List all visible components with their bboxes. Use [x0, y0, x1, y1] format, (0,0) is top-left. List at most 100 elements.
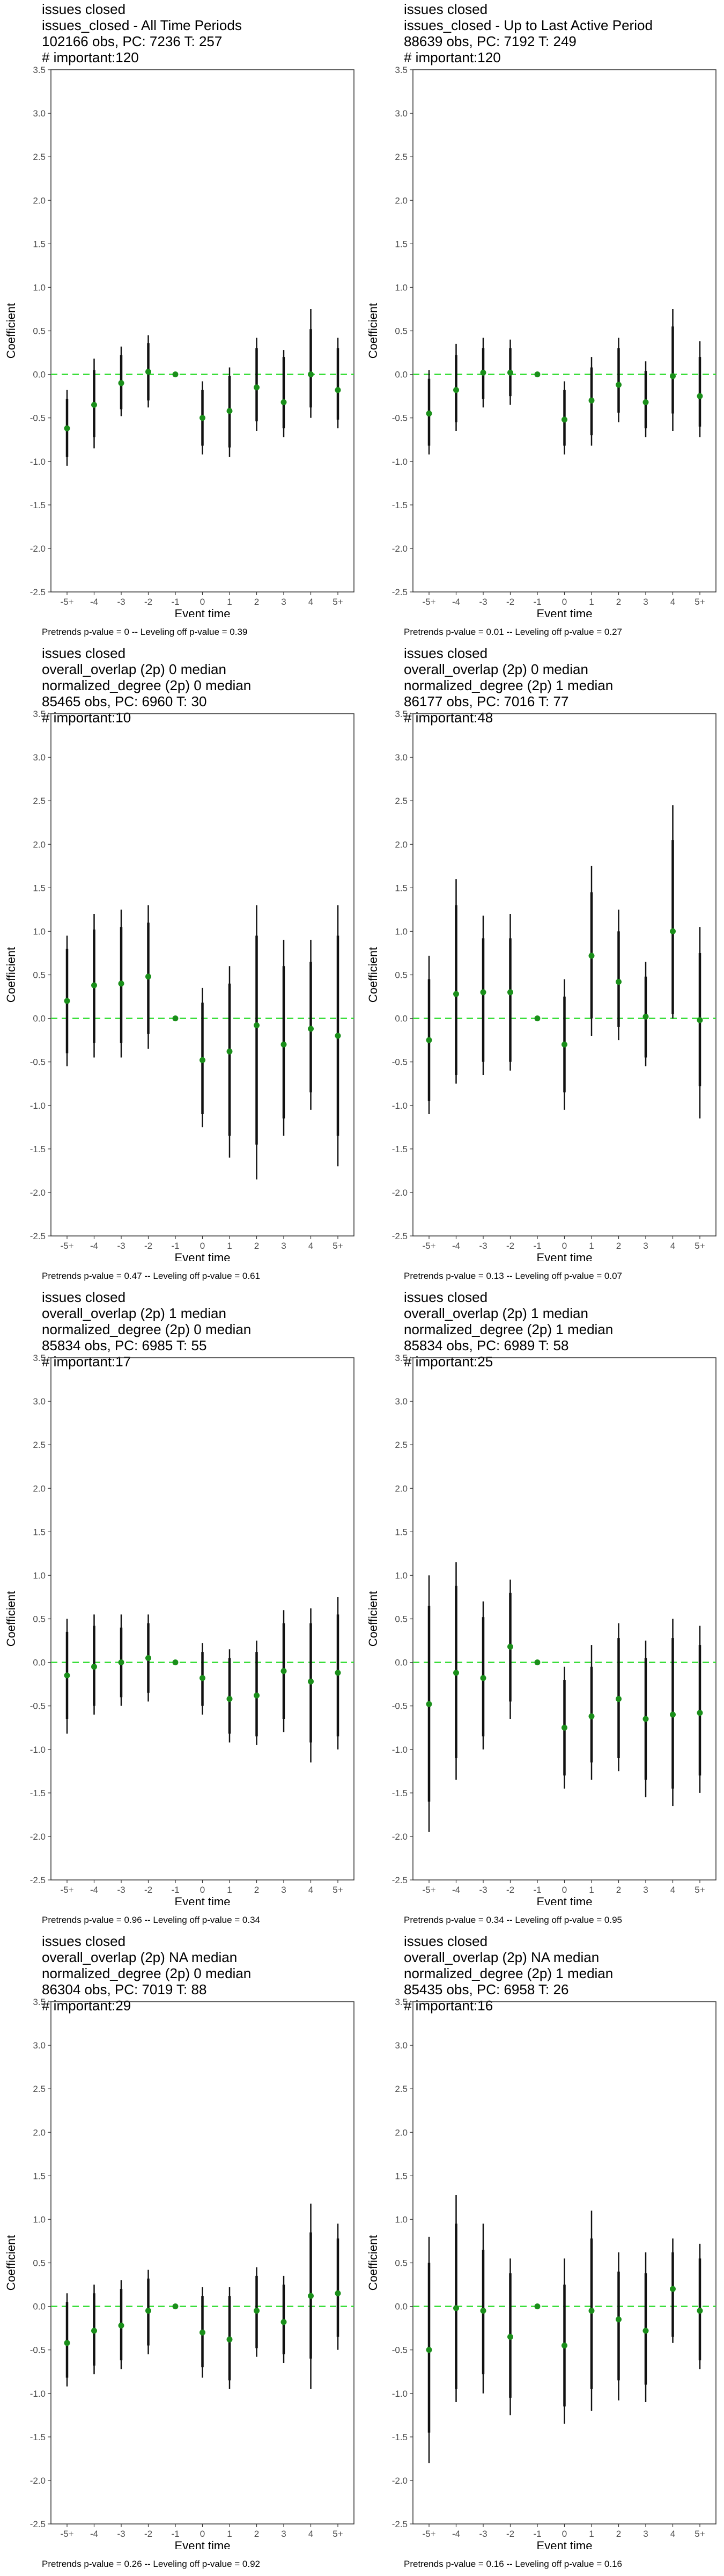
y-tick-label: 3.0: [33, 108, 46, 119]
x-tick-label: -5+: [422, 1241, 435, 1251]
y-tick-label: -2.0: [392, 1832, 408, 1842]
data-point: [145, 1655, 151, 1661]
y-tick-label: -1.5: [392, 500, 408, 510]
x-tick-label: -1: [533, 2529, 541, 2539]
x-tick-label: 0: [562, 2529, 567, 2539]
y-tick-label: -1.0: [30, 1745, 46, 1755]
y-tick-label: -2.0: [392, 2476, 408, 2486]
y-tick-label: 2.0: [33, 1483, 46, 1494]
y-tick-label: -0.5: [30, 2345, 46, 2355]
x-tick-label: 3: [643, 1885, 648, 1895]
y-tick-label: 0.5: [395, 326, 408, 336]
x-tick-label: 5+: [695, 1241, 705, 1251]
x-tick-label: -3: [479, 2529, 487, 2539]
chart-title-line: normalized_degree (2p) 0 median: [42, 677, 252, 693]
chart-title-line: issues closed: [42, 1289, 126, 1305]
y-tick-label: 1.0: [33, 282, 46, 292]
y-tick-label: 0.0: [33, 370, 46, 380]
data-point: [254, 2308, 260, 2314]
data-point: [426, 1037, 432, 1043]
x-tick-label: -1: [533, 597, 541, 607]
x-tick-label: -5+: [422, 1885, 435, 1895]
data-point: [507, 989, 513, 996]
y-tick-label: -1.5: [30, 1788, 46, 1798]
data-point: [670, 373, 676, 379]
x-tick-label: -1: [171, 1241, 179, 1251]
chart-title-line: # important:29: [42, 1997, 131, 2014]
pvalue-caption: Pretrends p-value = 0.26 -- Leveling off…: [42, 2559, 260, 2569]
chart-panel: issues closed overall_overlap (2p) 1 medi…: [362, 1288, 724, 1932]
data-point: [534, 1659, 541, 1666]
chart-title-line: # important:17: [42, 1353, 131, 1370]
data-point: [697, 1017, 703, 1023]
x-tick-label: -4: [90, 597, 98, 607]
chart-panel: issues closed overall_overlap (2p) 1 medi…: [0, 1288, 362, 1932]
chart-plot: -2.5 -2.0 -1.5 -1.0 -0.5 0.0 0.5 1.0 1.5 2.0 2.5 3.…: [366, 709, 716, 1261]
x-axis-title: Event time: [175, 607, 231, 617]
chart-title-line: normalized_degree (2p) 1 median: [404, 1965, 614, 1981]
y-tick-label: 3.5: [33, 65, 46, 75]
data-point: [335, 1033, 341, 1039]
data-point: [480, 2308, 486, 2314]
chart-title-line: normalized_degree (2p) 1 median: [404, 1321, 614, 1337]
x-axis-title: Event time: [175, 2539, 231, 2549]
y-tick-label: 0.0: [33, 1014, 46, 1024]
chart-title-line: issues_closed - All Time Periods: [42, 17, 242, 33]
data-point: [426, 2347, 432, 2353]
data-point: [254, 384, 260, 391]
x-tick-label: -2: [144, 2529, 152, 2539]
chart-title: issues closed issues_closed - Up to Last …: [404, 1, 653, 65]
x-tick-label: 1: [589, 1885, 594, 1895]
x-tick-label: -3: [117, 1885, 125, 1895]
chart-title-line: normalized_degree (2p) 1 median: [404, 677, 614, 693]
data-point: [616, 978, 622, 985]
plot-frame: [50, 2001, 354, 2524]
y-tick-label: -2.0: [30, 2476, 46, 2486]
x-tick-label: 3: [281, 2529, 286, 2539]
data-point: [562, 416, 567, 423]
y-tick-label: -0.5: [30, 1057, 46, 1067]
x-tick-label: 2: [616, 2529, 621, 2539]
y-tick-label: 3.5: [395, 1353, 408, 1363]
chart-panel: issues closed issues_closed - All Time Pe…: [0, 0, 362, 644]
x-tick-label: 4: [670, 1885, 675, 1895]
chart-panel: issues closed overall_overlap (2p) NA med…: [362, 1932, 724, 2576]
x-tick-label: -5+: [60, 1885, 73, 1895]
y-tick-label: -2.5: [30, 2519, 46, 2529]
x-tick-label: 5+: [333, 2529, 343, 2539]
y-tick-label: -2.5: [30, 1875, 46, 1885]
y-axis-title: Coefficient: [366, 2235, 380, 2291]
x-tick-label: -4: [452, 1885, 460, 1895]
y-tick-label: 3.5: [33, 1997, 46, 2007]
data-point: [200, 1675, 205, 1681]
y-tick-label: 2.0: [395, 1483, 408, 1494]
chart-title-line: overall_overlap (2p) 1 median: [42, 1305, 226, 1321]
y-tick-label: 0.0: [33, 1658, 46, 1668]
x-tick-label: 2: [616, 597, 621, 607]
plot-frame: [50, 713, 354, 1236]
x-tick-label: -3: [117, 597, 125, 607]
y-tick-label: -1.0: [30, 457, 46, 467]
chart-title-line: overall_overlap (2p) 1 median: [404, 1305, 588, 1321]
x-tick-label: -3: [479, 1885, 487, 1895]
x-tick-label: -2: [506, 1885, 514, 1895]
data-point: [280, 1668, 287, 1674]
data-point: [254, 1022, 260, 1029]
chart-title: issues closed overall_overlap (2p) 0 medi…: [404, 645, 613, 726]
chart-plot: -2.5 -2.0 -1.5 -1.0 -0.5 0.0 0.5 1.0 1.5 2.0 2.5 3.…: [366, 65, 716, 617]
x-tick-label: -2: [506, 597, 514, 607]
y-tick-label: 2.5: [33, 152, 46, 162]
x-tick-label: 4: [670, 1241, 675, 1251]
y-tick-label: 2.5: [33, 1440, 46, 1450]
y-tick-label: 2.5: [395, 1440, 408, 1450]
x-tick-label: 0: [200, 2529, 205, 2539]
data-point: [588, 2308, 595, 2314]
x-tick-label: -3: [117, 1241, 125, 1251]
y-tick-label: 1.0: [33, 1570, 46, 1580]
y-tick-label: -1.0: [392, 457, 408, 467]
y-axis-title: Coefficient: [366, 303, 380, 359]
data-point: [335, 387, 341, 393]
x-tick-label: 0: [562, 597, 567, 607]
y-axis-title: Coefficient: [4, 2235, 18, 2291]
pvalue-caption: Pretrends p-value = 0.96 -- Leveling off…: [42, 1915, 260, 1925]
